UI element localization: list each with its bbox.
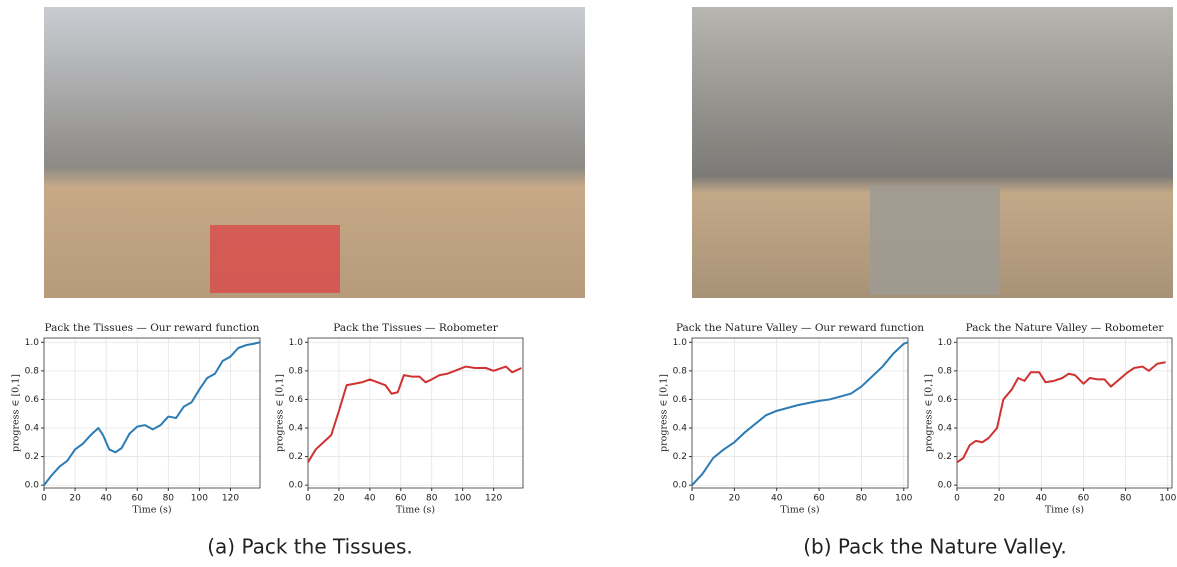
y-tick-label: 0.4 xyxy=(289,424,304,434)
y-tick-label: 0.0 xyxy=(289,481,304,491)
y-tick-label: 0.6 xyxy=(25,395,40,405)
x-tick-label: 40 xyxy=(1036,494,1048,504)
x-tick-label: 20 xyxy=(333,494,345,504)
y-tick-label: 1.0 xyxy=(938,338,953,348)
plot-area xyxy=(692,338,908,488)
x-axis-label: Time (s) xyxy=(396,505,435,516)
y-tick-label: 0.0 xyxy=(673,481,688,491)
x-tick-label: 20 xyxy=(993,494,1005,504)
x-tick-label: 20 xyxy=(729,494,741,504)
plot-area xyxy=(308,338,523,488)
y-tick-label: 0.2 xyxy=(289,452,303,462)
x-tick-label: 20 xyxy=(69,494,81,504)
y-tick-label: 0.8 xyxy=(289,366,304,376)
caption: (a) Pack the Tissues. xyxy=(207,535,413,559)
chart-title: Pack the Nature Valley — Robometer xyxy=(966,322,1165,334)
chart-title: Pack the Nature Valley — Our reward func… xyxy=(676,322,924,334)
y-tick-label: 0.0 xyxy=(938,481,953,491)
y-tick-label: 0.2 xyxy=(938,452,952,462)
y-axis-label: progress ∈ [0,1] xyxy=(275,374,286,452)
y-tick-label: 1.0 xyxy=(673,338,688,348)
chart-title: Pack the Tissues — Our reward function xyxy=(45,322,260,334)
x-axis-label: Time (s) xyxy=(132,505,171,516)
x-tick-label: 0 xyxy=(689,494,695,504)
x-tick-label: 40 xyxy=(100,494,112,504)
x-tick-label: 120 xyxy=(485,494,502,504)
plot-area xyxy=(957,338,1172,488)
chart-title: Pack the Tissues — Robometer xyxy=(333,322,499,334)
photo-object xyxy=(870,185,1000,295)
y-tick-label: 1.0 xyxy=(25,338,40,348)
x-axis-label: Time (s) xyxy=(1045,505,1084,516)
x-tick-label: 60 xyxy=(132,494,144,504)
x-tick-label: 100 xyxy=(1159,494,1176,504)
y-tick-label: 0.6 xyxy=(938,395,953,405)
x-tick-label: 120 xyxy=(222,494,239,504)
x-tick-label: 80 xyxy=(856,494,868,504)
plot-area xyxy=(44,338,260,488)
y-axis-label: progress ∈ [0,1] xyxy=(11,374,22,452)
y-tick-label: 0.4 xyxy=(938,424,953,434)
y-tick-label: 0.8 xyxy=(673,366,688,376)
figure: (a) Pack the Tissues. (b) Pack the Natur… xyxy=(0,0,1177,567)
x-tick-label: 100 xyxy=(454,494,471,504)
x-tick-label: 60 xyxy=(813,494,825,504)
y-tick-label: 0.4 xyxy=(25,424,40,434)
x-axis-label: Time (s) xyxy=(780,505,819,516)
x-tick-label: 60 xyxy=(1078,494,1090,504)
x-tick-label: 0 xyxy=(41,494,47,504)
photo-object xyxy=(210,225,340,293)
y-axis-label: progress ∈ [0,1] xyxy=(924,374,935,452)
y-tick-label: 0.2 xyxy=(25,452,39,462)
y-tick-label: 0.8 xyxy=(25,366,40,376)
x-tick-label: 0 xyxy=(954,494,960,504)
y-tick-label: 0.4 xyxy=(673,424,688,434)
x-tick-label: 60 xyxy=(395,494,407,504)
x-tick-label: 100 xyxy=(191,494,208,504)
caption: (b) Pack the Nature Valley. xyxy=(803,535,1067,559)
y-tick-label: 0.2 xyxy=(673,452,687,462)
x-tick-label: 80 xyxy=(426,494,438,504)
y-axis-label: progress ∈ [0,1] xyxy=(659,374,670,452)
y-tick-label: 0.6 xyxy=(673,395,688,405)
y-tick-label: 0.0 xyxy=(25,481,40,491)
y-tick-label: 1.0 xyxy=(289,338,304,348)
x-tick-label: 80 xyxy=(1120,494,1132,504)
y-tick-label: 0.6 xyxy=(289,395,304,405)
x-tick-label: 40 xyxy=(771,494,783,504)
x-tick-label: 0 xyxy=(305,494,311,504)
y-tick-label: 0.8 xyxy=(938,366,953,376)
x-tick-label: 40 xyxy=(364,494,376,504)
x-tick-label: 100 xyxy=(895,494,912,504)
x-tick-label: 80 xyxy=(163,494,175,504)
